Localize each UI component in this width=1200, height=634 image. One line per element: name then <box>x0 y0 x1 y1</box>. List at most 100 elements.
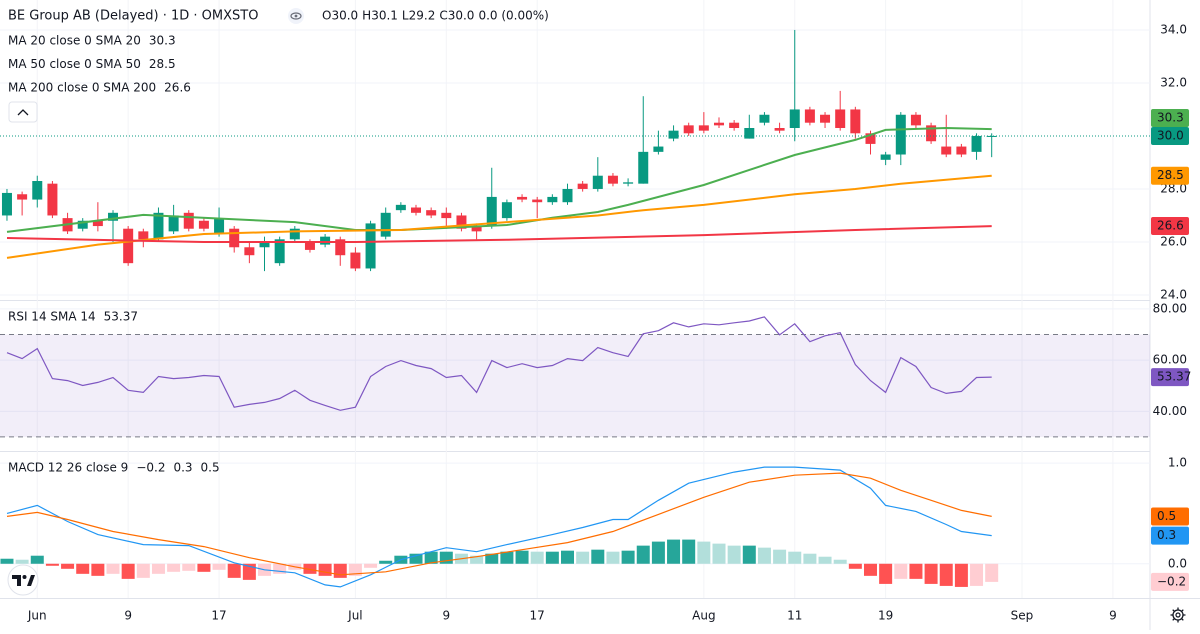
ohlc-legend: O 30.0 H 30.1 L 29.2 C 30.0 0.0 (0.00%) <box>322 9 549 23</box>
candle-body <box>804 109 815 123</box>
candle-body <box>683 125 694 134</box>
histogram-bar <box>545 551 559 564</box>
candle-body <box>92 220 103 227</box>
histogram-bar <box>818 556 832 564</box>
histogram-bar <box>151 563 165 574</box>
price-badge <box>1151 526 1189 545</box>
candle-body <box>850 109 861 134</box>
x-tick-label: Sep <box>1011 609 1034 623</box>
histogram-bar <box>924 563 938 584</box>
candle-body <box>910 114 921 126</box>
histogram-bar <box>364 563 378 568</box>
candle-body <box>532 199 543 203</box>
indicator-line <box>6 225 992 243</box>
candle-body <box>517 196 528 200</box>
histogram-bar <box>167 563 181 572</box>
candle-body <box>759 114 770 123</box>
candle-body <box>577 183 588 189</box>
candle-body <box>562 188 573 203</box>
price-badge <box>1151 166 1189 185</box>
candle-body <box>335 239 346 256</box>
histogram-bar <box>61 563 75 569</box>
histogram-bar <box>697 541 711 564</box>
settings-button[interactable] <box>1170 607 1186 623</box>
histogram-bar <box>863 563 877 576</box>
candle-body <box>744 128 755 139</box>
candle-body <box>244 247 255 256</box>
candle-body <box>607 175 618 184</box>
x-tick-label: 9 <box>442 609 450 623</box>
candle-body <box>729 122 740 129</box>
legend-value: 30.3 <box>149 34 176 48</box>
histogram-bar <box>30 555 44 564</box>
histogram-bar <box>212 563 226 570</box>
candle-body <box>47 183 58 216</box>
y-tick-label: 80.00 <box>1153 301 1187 315</box>
candle-body <box>638 151 649 184</box>
x-tick-label: Jul <box>347 609 362 623</box>
symbol-title: BE Group AB (Delayed) · 1D · OMXSTO <box>8 9 258 24</box>
candle-body <box>456 215 467 229</box>
histogram-bar <box>970 563 984 586</box>
x-tick-label: 9 <box>124 609 132 623</box>
candle-body <box>971 135 982 152</box>
price-badge-label: −0.2 <box>1157 574 1186 588</box>
price-badge-label: 0.3 <box>1157 528 1176 542</box>
indicator-title: MACD 12 26 close 9 <box>8 461 128 475</box>
histogram-bar <box>848 563 862 569</box>
candle-body <box>380 212 391 237</box>
candle-body <box>774 128 785 131</box>
tradingview-logo[interactable] <box>7 564 39 596</box>
candle-body <box>835 109 846 129</box>
histogram-bar <box>136 563 150 578</box>
candle-body <box>259 241 270 248</box>
price-badge-label: 53.37 <box>1157 370 1191 384</box>
histogram-bar <box>621 550 635 564</box>
indicator-title: RSI 14 SMA 14 <box>8 310 96 324</box>
histogram-bar <box>682 539 696 564</box>
ohlc-key: C <box>439 9 447 23</box>
legend-value: 26.6 <box>164 81 191 95</box>
legend-name: MA 20 close 0 SMA 20 <box>8 34 141 48</box>
x-tick-label: Jun <box>27 609 47 623</box>
y-tick-label: 1.0 <box>1168 456 1187 470</box>
candle-body <box>108 212 119 221</box>
histogram-bar <box>985 563 999 582</box>
candle-body <box>214 218 225 235</box>
indicator-line <box>6 126 992 233</box>
candle-body <box>411 207 422 213</box>
candle-body <box>32 181 43 200</box>
collapse-button[interactable] <box>8 101 38 123</box>
histogram-bar <box>561 550 575 564</box>
histogram-bar <box>591 549 605 564</box>
plot-layer: Jun 9 17 Jul 9 17 Aug 11 19 Sep 9 24.0 26.0 28.0 32.0 3… <box>0 0 1191 623</box>
candle-body <box>547 196 558 203</box>
histogram-bar <box>712 543 726 564</box>
histogram-bar <box>530 551 544 564</box>
candle-body <box>365 223 376 269</box>
price-badge <box>1151 507 1189 526</box>
histogram-bar <box>333 563 347 578</box>
histogram-bar <box>773 549 787 564</box>
histogram-bar <box>106 563 120 574</box>
price-badge-label: 28.5 <box>1157 168 1184 182</box>
candle-body <box>789 109 800 129</box>
visibility-button[interactable] <box>288 8 304 24</box>
candle-body <box>17 194 28 200</box>
ohlc-value: 30.0 <box>331 9 358 23</box>
histogram-bar <box>727 545 741 564</box>
candle-body <box>77 220 88 229</box>
candle-body <box>653 146 664 152</box>
histogram-bar <box>303 563 317 574</box>
y-tick-label: 60.00 <box>1153 353 1187 367</box>
histogram-bar <box>606 551 620 564</box>
ohlc-change: 0.0 (0.00%) <box>478 9 548 23</box>
candle-body <box>304 241 315 250</box>
histogram-bar <box>424 551 438 564</box>
y-tick-label: 40.00 <box>1153 404 1187 418</box>
y-tick-label: 28.0 <box>1160 181 1187 195</box>
histogram-bar <box>379 560 393 564</box>
y-tick-label: 0.0 <box>1168 556 1187 570</box>
candle-body <box>865 133 876 144</box>
histogram-bar <box>197 563 211 572</box>
